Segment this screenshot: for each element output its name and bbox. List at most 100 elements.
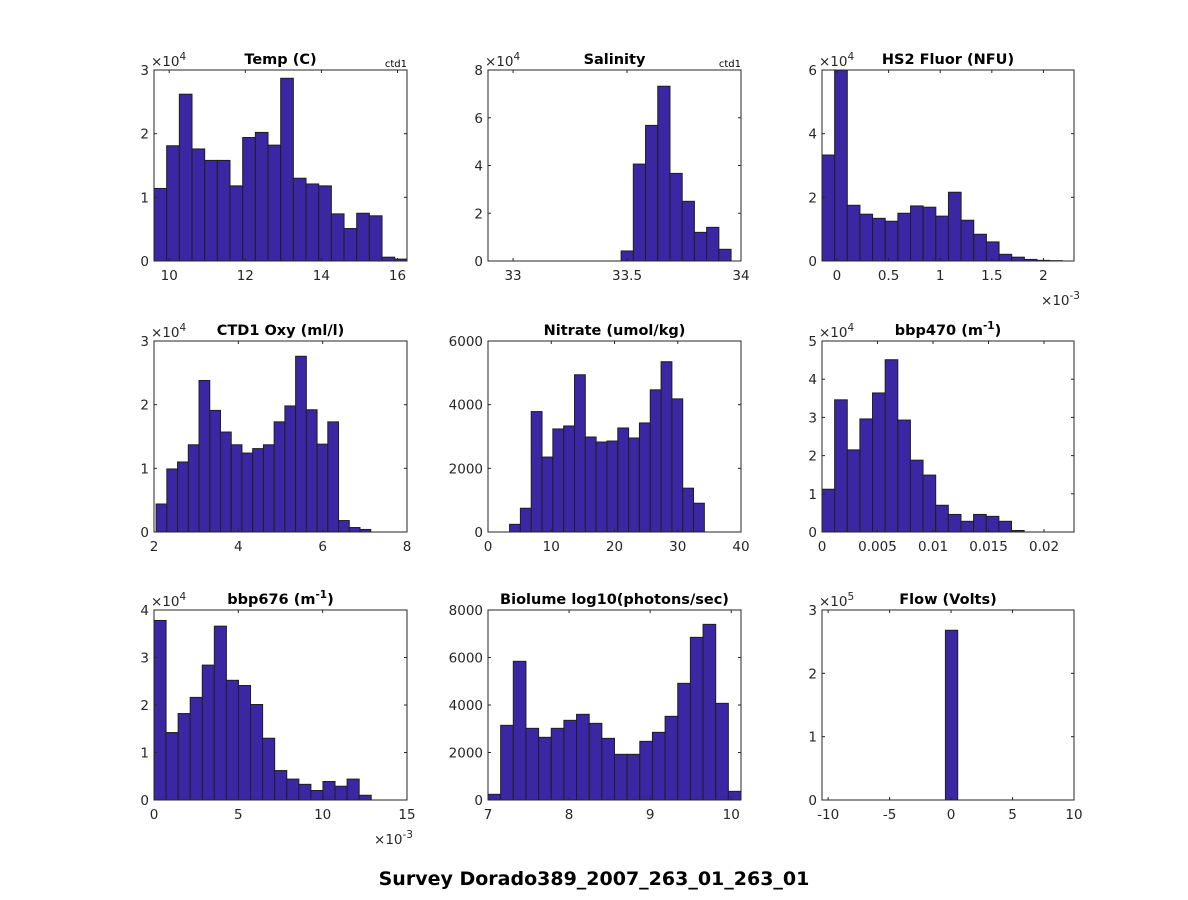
x-tick-label: 10 <box>543 539 560 555</box>
axes-box <box>153 340 408 533</box>
histogram-bar <box>262 444 275 532</box>
x-tick-label: 14 <box>313 268 330 284</box>
y-tick-label: 1 <box>808 730 817 746</box>
x-tick-label: 0.015 <box>969 539 1008 555</box>
histogram-bar <box>947 191 962 261</box>
x-tick-label: 0 <box>947 807 956 823</box>
subplot-8: -10 -5 0 5 10 0 1 2 3 Flow (Volts) ×105 <box>808 591 1082 823</box>
subplot-title: Salinity <box>584 52 646 68</box>
y-tick-label: 0 <box>808 525 817 541</box>
histogram-bar <box>884 359 899 532</box>
histogram-bar <box>584 436 597 532</box>
histogram-bar <box>657 85 671 261</box>
histogram-bar <box>595 441 608 532</box>
histogram-bar <box>649 389 662 532</box>
histogram-bar <box>237 685 252 800</box>
histogram-bar <box>177 461 189 532</box>
histogram-bar <box>530 411 543 532</box>
x-tick-label: 34 <box>732 268 749 284</box>
histogram-bar <box>944 629 959 800</box>
histogram-bar <box>693 231 708 261</box>
y-tick-label: 3 <box>808 603 817 619</box>
histogram-bar <box>689 636 704 800</box>
histogram-bar <box>509 523 521 532</box>
y-tick-label: 6000 <box>449 334 483 350</box>
y-tick-label: 4 <box>808 372 817 388</box>
histogram-bar <box>273 421 286 532</box>
x-tick-label: 33.5 <box>612 268 642 284</box>
y-tick-label: 0 <box>140 254 149 270</box>
histogram-bar <box>284 405 297 532</box>
y-tick-label: 3 <box>140 334 149 350</box>
x-tick-label: 0 <box>150 807 159 823</box>
histogram-bar <box>191 148 206 261</box>
histogram-bar <box>305 183 320 261</box>
x-tick-label: 7 <box>484 807 493 823</box>
histogram-bar <box>338 520 350 532</box>
histogram-bar <box>225 679 239 800</box>
subplot-title: Temp (C) <box>244 52 316 68</box>
histogram-bar <box>660 361 673 532</box>
x-tick-label: 20 <box>606 539 623 555</box>
y-exponent-label: ×104 <box>819 322 855 341</box>
x-tick-label: 9 <box>646 807 655 823</box>
histogram-bar <box>628 437 640 532</box>
histogram-bar <box>359 528 372 532</box>
x-tick-label: 5 <box>234 807 243 823</box>
x-tick-label: 33 <box>504 268 521 284</box>
histogram-bar <box>822 488 836 532</box>
histogram-bar <box>541 456 554 532</box>
y-tick-label: 6 <box>474 111 483 127</box>
y-tick-label: 2 <box>474 206 483 222</box>
histogram-bar <box>316 443 329 532</box>
corner-label: ctd1 <box>719 59 741 70</box>
histogram-bar <box>922 206 937 261</box>
x-tick-label: 10 <box>314 807 331 823</box>
histogram-bar <box>671 398 684 532</box>
histogram-bar <box>322 780 336 800</box>
x-tick-label: 0.005 <box>858 539 897 555</box>
y-exponent-label: ×104 <box>819 51 855 70</box>
subplot-3: 2 4 6 8 0 1 2 3 CTD1 Oxy (ml/l) ×104 <box>140 322 411 555</box>
histogram-bar <box>834 399 848 532</box>
y-tick-label: 1 <box>140 190 149 206</box>
subplot-1: 33 33.5 34 0 2 4 6 8 Salinity ctd1 ×104 <box>474 51 749 284</box>
histogram-bar <box>165 732 179 800</box>
y-tick-label: 4 <box>808 127 817 143</box>
subplot-title: bbp470 (m-1) <box>895 320 1002 339</box>
histogram-bar <box>884 220 899 261</box>
subplot-title: bbp676 (m-1) <box>227 589 334 608</box>
histogram-bar <box>935 215 949 261</box>
histogram-bar <box>606 440 619 532</box>
histogram-bar <box>250 704 264 800</box>
histogram-bar <box>189 696 203 800</box>
y-exponent-label: ×104 <box>151 322 187 341</box>
x-tick-label: 40 <box>732 539 749 555</box>
histogram-bar <box>550 727 565 800</box>
y-tick-label: 1 <box>808 487 817 503</box>
axes-box <box>153 69 408 262</box>
subplot-title: Biolume log10(photons/sec) <box>500 592 729 608</box>
histogram-bar <box>254 131 269 261</box>
histogram-bar <box>563 425 575 532</box>
y-exponent-label: ×104 <box>151 51 187 70</box>
histogram-bar <box>960 219 975 261</box>
y-tick-label: 4 <box>140 603 149 619</box>
x-tick-label: 8 <box>403 539 412 555</box>
axes-box <box>821 609 1075 801</box>
histogram-bar <box>682 487 695 532</box>
histogram-bar <box>681 200 695 261</box>
x-tick-label: 8 <box>565 807 574 823</box>
histogram-bar <box>706 226 720 261</box>
subplot-6: 0 5 10 15 0 1 2 3 4 bbp676 (m-1) ×104 ×10-3 <box>140 589 415 848</box>
histogram-bar <box>220 431 232 532</box>
histogram-bar <box>348 527 361 532</box>
histogram-bar <box>645 124 659 261</box>
x-tick-label: 0 <box>818 539 827 555</box>
histogram-bar <box>935 504 949 532</box>
subplot-7: 7 8 9 10 0 2000 4000 6000 8000 Biolume log10(phot… <box>449 592 742 823</box>
histogram-bar <box>488 793 502 800</box>
x-tick-label: 10 <box>1065 807 1082 823</box>
histogram-bar <box>846 204 861 261</box>
